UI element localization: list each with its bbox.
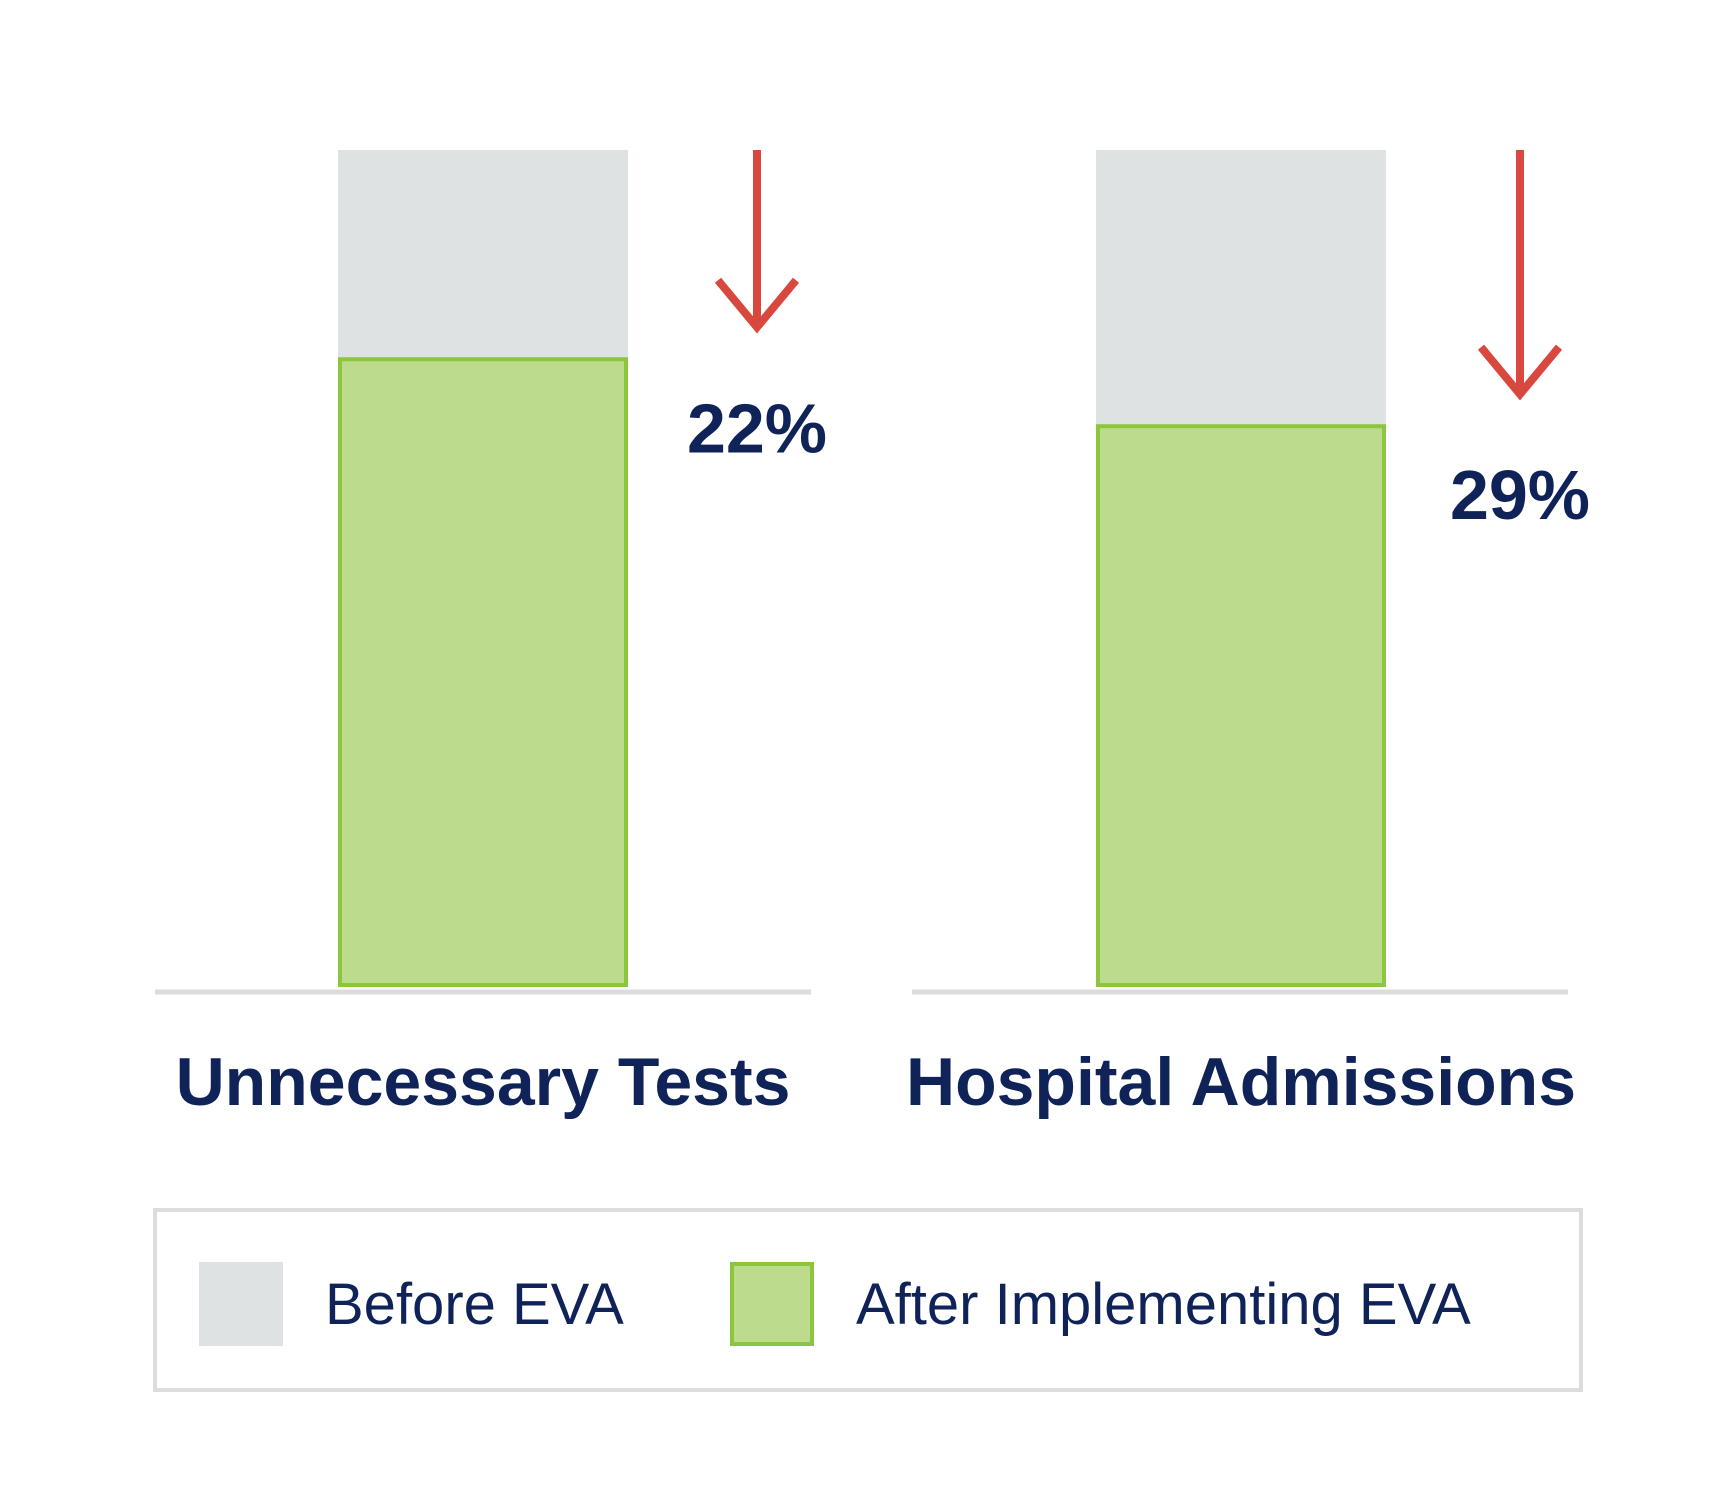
legend-swatch-after <box>730 1262 814 1346</box>
legend-swatch-before <box>199 1262 283 1346</box>
legend-label-after: After Implementing EVA <box>856 1271 1471 1337</box>
reduction-label-unnecessary-tests: 22% <box>687 389 827 467</box>
legend-item-after: After Implementing EVA <box>730 1262 1471 1346</box>
category-label-hospital-admissions: Hospital Admissions <box>905 1044 1577 1120</box>
legend-item-before: Before EVA <box>199 1262 624 1346</box>
reduction-arrow-head-unnecessary-tests <box>714 277 800 334</box>
bar-after-unnecessary-tests <box>338 357 628 987</box>
bar-after-hospital-admissions <box>1096 424 1386 987</box>
category-label-unnecessary-tests: Unnecessary Tests <box>175 1044 791 1120</box>
reduction-arrow-head-hospital-admissions <box>1477 344 1563 401</box>
legend-label-before: Before EVA <box>325 1271 624 1337</box>
reduction-label-hospital-admissions: 29% <box>1450 456 1590 534</box>
legend: Before EVA After Implementing EVA <box>153 1208 1583 1392</box>
